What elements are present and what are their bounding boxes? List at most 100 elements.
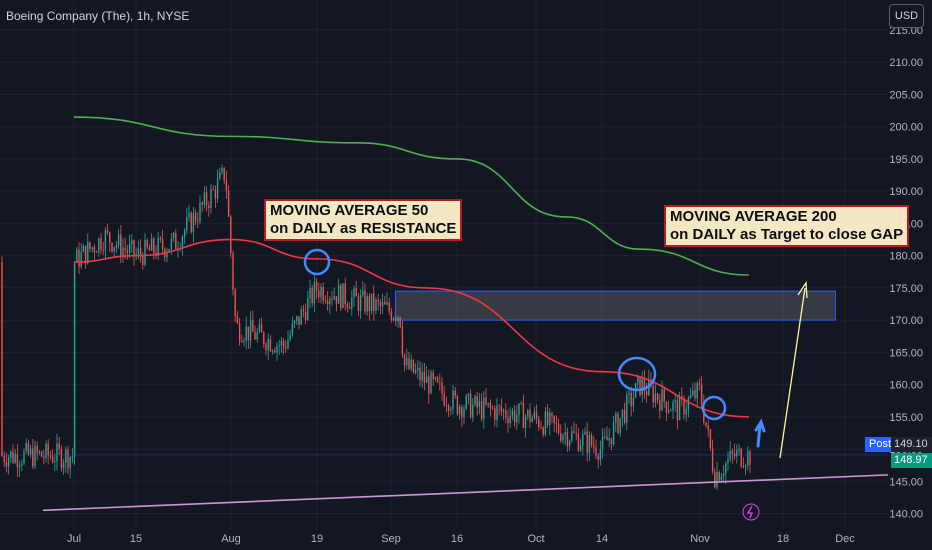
candle (549, 407, 551, 436)
candle (109, 231, 111, 253)
candle (122, 238, 124, 263)
candle (615, 411, 617, 432)
candle (190, 210, 192, 234)
candle (667, 400, 670, 415)
candle (731, 448, 734, 464)
time-tick-label: Dec (835, 533, 855, 545)
post-market-tag: Post (865, 437, 896, 452)
candle (454, 387, 456, 399)
candle (502, 408, 505, 421)
candle (621, 409, 624, 428)
candle (590, 432, 593, 448)
candle (351, 290, 353, 317)
candle (716, 461, 718, 491)
candle (78, 242, 80, 275)
candle (210, 183, 212, 214)
grid-lines (0, 0, 888, 530)
candle (10, 450, 12, 463)
candle (709, 428, 712, 452)
candle (98, 237, 100, 257)
candle (302, 304, 305, 318)
candle (128, 234, 131, 259)
candle (705, 422, 707, 428)
price-tick-label: 195.00 (889, 154, 923, 166)
candle (172, 231, 175, 242)
candle (707, 419, 709, 437)
candle (637, 374, 639, 392)
candle (80, 243, 82, 270)
time-tick-label: Oct (527, 533, 544, 545)
candle (425, 366, 428, 383)
candle (641, 371, 643, 403)
candle (456, 394, 459, 416)
candle (289, 330, 291, 342)
candle (106, 223, 109, 236)
candle (606, 426, 608, 441)
earnings-icon[interactable] (742, 503, 760, 521)
candle (113, 246, 115, 258)
candle (665, 401, 668, 422)
candle (84, 245, 87, 269)
candle (159, 235, 162, 243)
candle (518, 403, 520, 424)
candle (223, 167, 225, 185)
target-arrow (779, 287, 806, 459)
candle (186, 207, 188, 235)
candle (733, 443, 736, 460)
candle (192, 206, 195, 243)
candle (346, 301, 349, 313)
candle (278, 339, 280, 355)
candle (687, 395, 690, 418)
candle (166, 247, 168, 263)
candle (87, 233, 89, 265)
time-tick-label: 19 (311, 533, 323, 545)
candle (291, 316, 294, 337)
candle (689, 387, 692, 400)
candle (714, 467, 716, 489)
candle (491, 404, 494, 410)
resistance-touch-circle-1 (303, 248, 331, 276)
candle (25, 438, 27, 454)
candle (623, 402, 626, 425)
candle (401, 320, 404, 358)
candle (364, 283, 366, 315)
candle (298, 316, 300, 330)
time-axis[interactable]: Jul 15 Aug 19 Sep 16 Oct 14 Nov 18 Dec (67, 533, 855, 545)
candle (307, 290, 309, 321)
candle (696, 380, 698, 409)
candle (375, 297, 377, 315)
symbol-title[interactable]: Boeing Company (The), 1h, NYSE (6, 9, 190, 23)
candle (150, 233, 153, 251)
candle (199, 195, 201, 225)
candle (16, 444, 19, 478)
candle (267, 333, 269, 360)
candle (221, 164, 223, 175)
ma200-line (73, 116, 749, 276)
candle (736, 444, 738, 464)
candle (153, 236, 155, 260)
candle (309, 279, 311, 309)
ma50-annotation: MOVING AVERAGE 50 on DAILY as RESISTANCE (264, 199, 463, 241)
candle (443, 386, 445, 407)
candle (749, 449, 751, 474)
candle (183, 228, 186, 244)
candle (313, 274, 316, 313)
candle (93, 244, 96, 261)
candle (507, 409, 509, 433)
candle (236, 311, 239, 325)
candle (564, 422, 566, 446)
currency-button[interactable]: USD (889, 4, 924, 28)
ma50-annotation-line1: MOVING AVERAGE 50 (270, 202, 429, 219)
candle (599, 440, 602, 466)
candle (463, 404, 465, 425)
ma200-annotation-line2: on DAILY as Target to close GAP (670, 226, 904, 243)
candle (472, 398, 474, 422)
candle (744, 463, 747, 476)
candle (32, 438, 34, 469)
candle (100, 233, 102, 255)
candle (232, 250, 234, 296)
candle (137, 240, 140, 260)
candle (164, 247, 166, 262)
candle (304, 303, 307, 325)
